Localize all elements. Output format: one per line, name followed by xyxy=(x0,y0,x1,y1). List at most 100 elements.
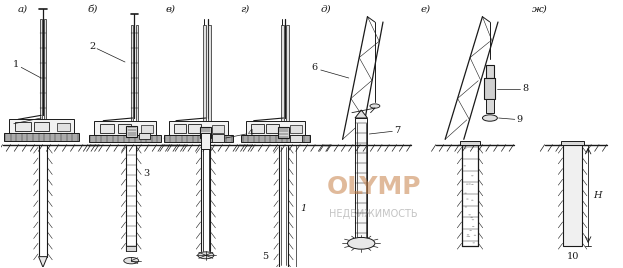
Circle shape xyxy=(366,246,369,247)
Circle shape xyxy=(366,244,369,245)
Bar xyxy=(44,19,46,131)
Text: 1: 1 xyxy=(301,204,307,213)
Text: е): е) xyxy=(421,4,430,13)
Bar xyxy=(290,135,302,142)
Bar xyxy=(563,145,582,246)
Bar xyxy=(131,25,133,131)
Circle shape xyxy=(366,239,369,240)
Circle shape xyxy=(4,134,19,140)
Bar xyxy=(126,246,136,251)
Circle shape xyxy=(353,241,355,242)
Circle shape xyxy=(473,235,476,236)
Circle shape xyxy=(566,170,569,172)
Circle shape xyxy=(356,239,359,240)
Circle shape xyxy=(567,182,570,183)
Circle shape xyxy=(467,236,469,237)
Circle shape xyxy=(574,149,577,150)
Circle shape xyxy=(576,217,579,218)
Circle shape xyxy=(576,223,579,224)
Bar xyxy=(126,126,138,137)
Circle shape xyxy=(575,190,578,191)
Circle shape xyxy=(358,239,361,240)
Circle shape xyxy=(464,193,467,194)
Text: 3: 3 xyxy=(144,169,150,178)
Circle shape xyxy=(466,199,468,200)
Circle shape xyxy=(469,230,472,231)
Bar xyxy=(118,124,131,133)
Bar xyxy=(94,121,156,135)
Bar xyxy=(188,124,201,133)
Text: НЕДВИЖИМОСТЬ: НЕДВИЖИМОСТЬ xyxy=(330,209,418,219)
Circle shape xyxy=(353,239,355,240)
Circle shape xyxy=(464,148,467,149)
Circle shape xyxy=(370,104,380,108)
Bar xyxy=(173,124,186,133)
Text: 2: 2 xyxy=(90,42,96,51)
Circle shape xyxy=(576,149,579,150)
Bar xyxy=(241,135,310,142)
Text: б): б) xyxy=(88,4,98,13)
Polygon shape xyxy=(39,257,47,267)
Circle shape xyxy=(569,232,573,233)
Polygon shape xyxy=(355,110,368,118)
Text: 1: 1 xyxy=(13,60,19,69)
Text: г): г) xyxy=(240,4,249,13)
Circle shape xyxy=(567,211,570,212)
Circle shape xyxy=(467,234,469,235)
Bar xyxy=(141,125,153,133)
Circle shape xyxy=(471,175,473,176)
Bar xyxy=(136,25,138,131)
Text: OLYMP: OLYMP xyxy=(326,175,421,199)
Circle shape xyxy=(574,227,578,229)
Circle shape xyxy=(565,239,568,241)
Circle shape xyxy=(564,197,568,199)
Circle shape xyxy=(348,237,375,249)
Circle shape xyxy=(468,214,471,215)
Bar xyxy=(89,135,161,142)
Bar xyxy=(57,123,70,131)
Circle shape xyxy=(361,241,364,242)
Circle shape xyxy=(569,209,572,210)
Circle shape xyxy=(565,198,568,199)
Bar xyxy=(246,121,305,135)
Circle shape xyxy=(471,184,473,185)
Bar xyxy=(486,99,493,113)
Circle shape xyxy=(568,205,571,207)
Bar xyxy=(40,19,42,131)
Bar xyxy=(212,134,224,142)
Bar xyxy=(278,127,289,138)
Circle shape xyxy=(164,135,179,142)
Bar xyxy=(100,124,114,133)
Text: 8: 8 xyxy=(522,84,528,93)
Circle shape xyxy=(471,200,473,201)
Circle shape xyxy=(566,169,569,170)
Circle shape xyxy=(242,135,257,142)
Circle shape xyxy=(566,208,569,209)
Circle shape xyxy=(124,258,139,264)
Text: д): д) xyxy=(321,4,331,13)
Circle shape xyxy=(576,200,579,202)
Circle shape xyxy=(468,236,470,237)
Bar xyxy=(286,25,288,131)
Bar xyxy=(169,121,227,135)
Bar xyxy=(484,78,495,99)
Circle shape xyxy=(64,134,78,140)
Bar xyxy=(281,25,283,131)
Circle shape xyxy=(360,246,363,247)
Text: в): в) xyxy=(166,4,176,13)
Circle shape xyxy=(482,115,497,121)
Circle shape xyxy=(295,135,310,142)
Bar xyxy=(290,125,302,133)
Circle shape xyxy=(146,135,161,142)
Circle shape xyxy=(369,245,371,246)
Bar xyxy=(251,124,264,133)
Text: 10: 10 xyxy=(566,252,579,261)
Bar xyxy=(561,141,584,145)
Circle shape xyxy=(470,217,473,218)
Text: 7: 7 xyxy=(394,125,401,135)
Circle shape xyxy=(564,198,567,200)
Text: 4: 4 xyxy=(247,129,254,139)
Text: 6: 6 xyxy=(312,63,318,72)
Bar xyxy=(266,124,278,133)
Circle shape xyxy=(577,227,580,228)
